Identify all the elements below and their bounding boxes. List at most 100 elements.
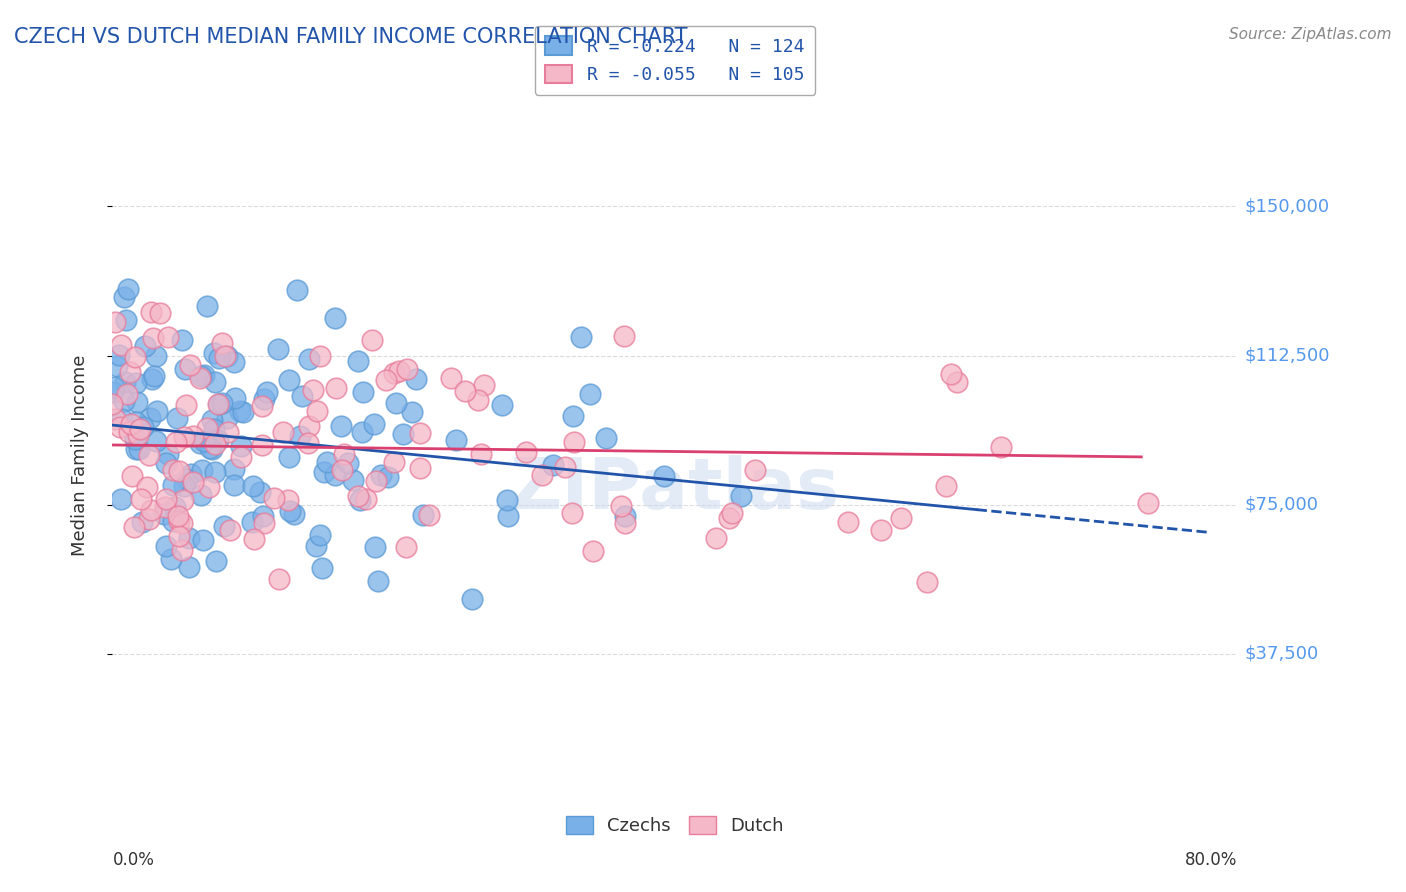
- Point: [562, 435, 585, 450]
- Point: [155, 539, 177, 553]
- Point: [283, 507, 305, 521]
- Point: [165, 434, 187, 449]
- Point: [582, 543, 605, 558]
- Text: CZECH VS DUTCH MEDIAN FAMILY INCOME CORRELATION CHART: CZECH VS DUTCH MEDIAN FAMILY INCOME CORR…: [14, 27, 688, 46]
- Point: [131, 515, 153, 529]
- Point: [336, 456, 359, 470]
- Point: [170, 333, 193, 347]
- Point: [110, 419, 132, 434]
- Point: [127, 428, 149, 442]
- Point: [252, 392, 274, 407]
- Point: [354, 492, 377, 507]
- Point: [454, 384, 477, 398]
- Point: [561, 506, 583, 520]
- Point: [197, 300, 219, 314]
- Point: [333, 447, 356, 461]
- Point: [198, 480, 221, 494]
- Point: [138, 448, 160, 462]
- Y-axis label: Median Family Income: Median Family Income: [70, 354, 89, 556]
- Point: [242, 516, 264, 530]
- Point: [188, 435, 211, 450]
- Point: [309, 349, 332, 363]
- Point: [256, 385, 278, 400]
- Point: [160, 552, 183, 566]
- Point: [129, 422, 152, 436]
- Point: [163, 500, 186, 514]
- Point: [124, 432, 146, 446]
- Point: [890, 511, 912, 525]
- Point: [330, 463, 353, 477]
- Point: [114, 375, 136, 389]
- Point: [595, 431, 617, 445]
- Point: [174, 362, 197, 376]
- Point: [125, 415, 148, 429]
- Point: [202, 422, 225, 436]
- Point: [309, 528, 332, 542]
- Point: [149, 306, 172, 320]
- Point: [200, 441, 222, 455]
- Point: [409, 425, 432, 440]
- Point: [224, 462, 246, 476]
- Point: [387, 364, 409, 378]
- Point: [496, 509, 519, 524]
- Point: [253, 516, 276, 531]
- Point: [277, 493, 299, 508]
- Point: [250, 437, 273, 451]
- Point: [412, 508, 434, 523]
- Point: [312, 465, 335, 479]
- Point: [287, 283, 309, 297]
- Point: [170, 543, 193, 558]
- Point: [111, 412, 134, 426]
- Point: [614, 516, 637, 531]
- Point: [214, 350, 236, 364]
- Point: [134, 339, 156, 353]
- Point: [201, 442, 224, 457]
- Point: [366, 474, 388, 488]
- Point: [112, 290, 135, 304]
- Point: [243, 533, 266, 547]
- Point: [367, 574, 389, 588]
- Point: [730, 489, 752, 503]
- Point: [461, 592, 484, 607]
- Point: [104, 315, 127, 329]
- Point: [613, 508, 636, 523]
- Point: [242, 479, 264, 493]
- Point: [114, 313, 136, 327]
- Point: [153, 500, 176, 515]
- Point: [444, 434, 467, 448]
- Point: [176, 471, 198, 485]
- Point: [1137, 496, 1160, 510]
- Point: [181, 429, 204, 443]
- Point: [302, 383, 325, 397]
- Point: [117, 282, 139, 296]
- Point: [440, 371, 463, 385]
- Point: [553, 460, 575, 475]
- Point: [250, 399, 273, 413]
- Point: [207, 397, 229, 411]
- Point: [252, 508, 274, 523]
- Point: [229, 403, 252, 417]
- Point: [347, 354, 370, 368]
- Point: [208, 351, 231, 365]
- Point: [374, 372, 396, 386]
- Point: [329, 419, 352, 434]
- Point: [229, 450, 252, 465]
- Point: [945, 375, 967, 389]
- Point: [121, 468, 143, 483]
- Point: [166, 411, 188, 425]
- Point: [530, 467, 553, 482]
- Point: [120, 417, 142, 432]
- Point: [110, 338, 132, 352]
- Point: [298, 419, 321, 434]
- Point: [167, 465, 190, 479]
- Point: [157, 330, 180, 344]
- Point: [162, 514, 184, 528]
- Point: [118, 365, 141, 379]
- Point: [288, 429, 311, 443]
- Point: [101, 397, 124, 411]
- Point: [385, 396, 408, 410]
- Text: $75,000: $75,000: [1244, 496, 1319, 514]
- Point: [267, 342, 290, 356]
- Point: [103, 380, 125, 394]
- Point: [145, 404, 167, 418]
